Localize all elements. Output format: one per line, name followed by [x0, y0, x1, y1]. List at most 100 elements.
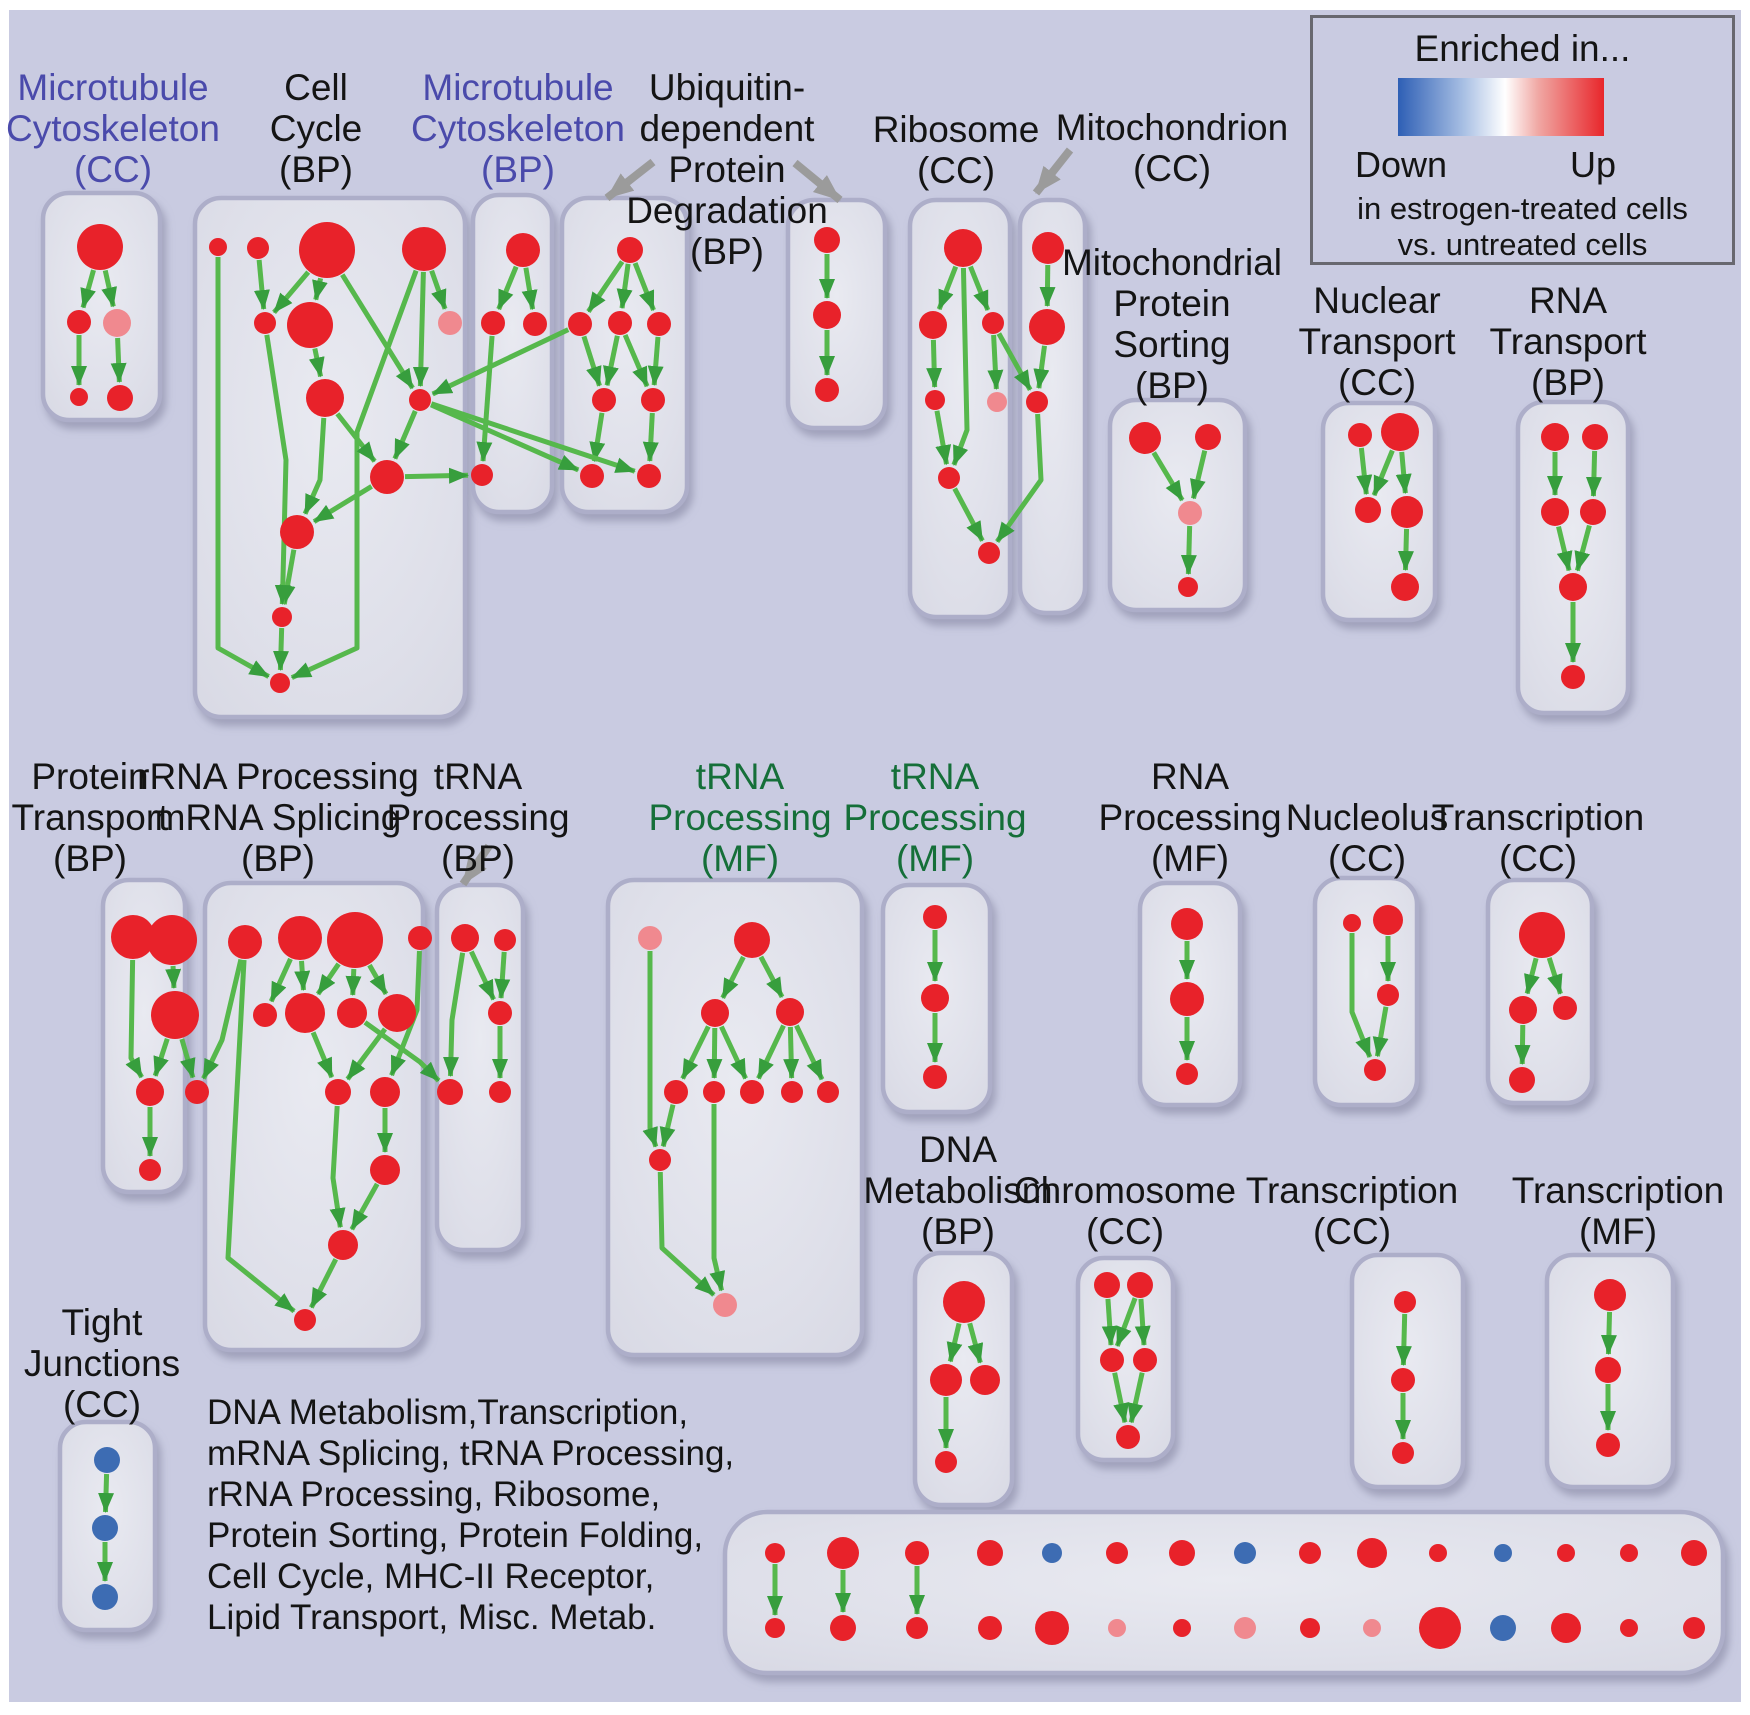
go-term-node	[919, 311, 947, 339]
cluster-box-misc-pathways	[722, 1509, 1726, 1676]
go-term-node	[370, 1155, 400, 1185]
go-term-node	[451, 924, 479, 952]
go-term-node	[107, 385, 133, 411]
go-term-node	[481, 311, 505, 335]
go-term-node	[270, 673, 290, 693]
go-term-node	[1032, 232, 1064, 264]
edge-arrow	[1190, 450, 1208, 500]
go-term-node	[378, 994, 416, 1032]
go-term-node	[815, 378, 839, 402]
edge-arrow	[215, 257, 270, 679]
go-term-node	[1373, 905, 1403, 935]
go-term-node	[1594, 1279, 1626, 1311]
go-term-node	[617, 237, 643, 263]
go-term-node	[1348, 423, 1372, 447]
go-term-node	[67, 310, 91, 334]
go-term-node	[370, 460, 404, 494]
edge-arrow	[392, 410, 418, 460]
edge-arrow	[494, 951, 511, 1000]
go-term-node	[506, 233, 540, 267]
edge-arrow	[253, 259, 270, 311]
cross-cluster-edge-arrow	[431, 327, 570, 397]
edge-arrow	[616, 263, 633, 310]
go-term-node	[278, 916, 322, 960]
edge-arrow	[709, 1104, 726, 1292]
go-term-node	[1553, 996, 1577, 1020]
go-term-node	[285, 993, 325, 1033]
go-term-node	[1596, 1433, 1620, 1457]
go-term-node	[1519, 912, 1565, 958]
edge-arrow	[659, 1104, 676, 1148]
go-term-node	[1557, 1544, 1575, 1562]
edge-arrow	[706, 1027, 723, 1080]
go-term-node	[1299, 1542, 1321, 1564]
go-term-node	[1490, 1615, 1516, 1641]
go-term-node	[247, 237, 269, 259]
edge-arrow	[272, 627, 289, 672]
edge-arrow	[308, 348, 325, 378]
edge-arrow	[968, 265, 991, 311]
go-term-node	[1559, 573, 1587, 601]
go-term-node	[1176, 1063, 1198, 1085]
edge-arrow	[1127, 1372, 1145, 1424]
go-term-node	[1042, 1543, 1062, 1563]
go-term-node	[489, 1081, 511, 1103]
edge-arrow	[1372, 1006, 1389, 1058]
edge-arrow	[80, 269, 96, 309]
edge-arrow	[680, 1025, 711, 1080]
edge-arrow	[345, 1027, 388, 1081]
go-term-node	[1509, 1067, 1535, 1093]
legend-subtitle-2: vs. untreated cells	[1397, 227, 1648, 262]
edge-arrow	[1349, 933, 1373, 1058]
edge-arrow	[340, 273, 415, 390]
go-term-node	[1169, 1540, 1195, 1566]
cluster-box-mitochondrion-cc	[1017, 197, 1088, 616]
edge-arrow	[225, 959, 296, 1314]
edge-arrow	[152, 1038, 170, 1077]
go-term-node	[1391, 573, 1419, 601]
go-term-node	[827, 1537, 859, 1569]
cluster-box-transcription-cc-mid	[1485, 877, 1595, 1106]
cross-cluster-edge-arrow	[996, 332, 1033, 391]
cross-cluster-edge-arrow	[429, 402, 580, 473]
edge-arrow	[586, 260, 625, 313]
edge-arrow	[1114, 1297, 1138, 1347]
label-pointer-arrow	[604, 158, 656, 202]
go-term-node	[580, 464, 604, 488]
edge-arrow	[632, 262, 656, 311]
go-term-node	[1026, 391, 1048, 413]
go-term-node	[930, 1364, 962, 1396]
go-term-node	[1127, 1272, 1153, 1298]
go-term-node	[1561, 665, 1585, 689]
edge-arrow	[1574, 524, 1592, 572]
go-term-node	[1363, 1619, 1381, 1637]
go-term-node	[1394, 1291, 1416, 1313]
edge-arrow	[952, 487, 985, 542]
go-term-node	[294, 1309, 316, 1331]
go-term-node	[402, 227, 446, 271]
edge-arrow	[496, 265, 519, 311]
edge-arrow	[657, 1171, 716, 1297]
edge-arrow	[936, 265, 959, 311]
go-term-node	[1035, 1611, 1069, 1645]
edge-arrow	[367, 963, 389, 996]
edge-arrow	[412, 271, 429, 388]
go-term-node	[1029, 309, 1065, 345]
edge-arrow	[1151, 451, 1185, 502]
figure-caption-line: Cell Cycle, MHC-II Receptor,	[207, 1557, 655, 1596]
edge-arrow	[987, 334, 1004, 391]
go-term-node	[151, 991, 199, 1039]
go-term-node	[608, 311, 632, 335]
edge-arrow	[603, 335, 620, 387]
go-term-node	[1234, 1617, 1256, 1639]
edge-arrow	[442, 952, 466, 1078]
edge-arrow	[1033, 345, 1050, 390]
edge-arrow	[794, 1024, 825, 1081]
go-term-node	[408, 926, 432, 950]
edge-arrow	[622, 333, 650, 388]
label-pointer-arrow	[1032, 147, 1074, 196]
edge-arrow	[125, 959, 144, 1079]
edge-arrow	[1039, 264, 1056, 308]
go-term-node	[592, 388, 616, 412]
